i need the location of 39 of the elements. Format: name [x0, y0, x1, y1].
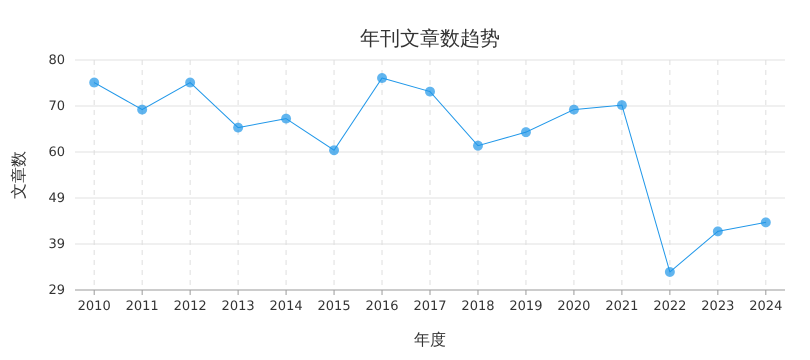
x-tick-label: 2011 [126, 299, 159, 314]
point [568, 104, 579, 115]
x-tick-label: 2012 [174, 299, 207, 314]
point [760, 217, 771, 228]
y-tick-label: 60 [48, 145, 65, 160]
point [377, 73, 388, 84]
x-tick-label: 2018 [461, 299, 495, 314]
chart-title: 年刊文章数趋势 [360, 26, 500, 50]
y-tick-label: 70 [48, 99, 65, 114]
x-tick-label: 2022 [653, 299, 686, 314]
point [329, 145, 340, 156]
point [89, 78, 100, 88]
y-tick-label: 29 [48, 283, 65, 298]
x-axis-title: 年度 [414, 330, 446, 349]
x-tick-label: 2020 [557, 299, 590, 314]
x-tick-label: 2014 [270, 299, 303, 314]
x-tick-label: 2016 [365, 299, 399, 314]
point [185, 78, 196, 88]
y-axis-title: 文章数 [9, 151, 28, 199]
x-tick-label: 2023 [701, 299, 734, 314]
point [425, 86, 435, 97]
x-tick-label: 2019 [509, 299, 542, 314]
x-tick-label: 2021 [605, 299, 638, 314]
point [712, 226, 723, 236]
x-tick-label: 2017 [413, 299, 447, 314]
y-tick-label: 39 [48, 237, 65, 252]
point [664, 266, 675, 277]
point [520, 127, 531, 138]
x-tick-label: 2024 [749, 299, 782, 314]
y-tick-label: 80 [48, 53, 65, 68]
x-tick-label: 2015 [318, 299, 351, 314]
x-tick-label: 2010 [78, 299, 111, 314]
point [616, 100, 627, 110]
point [137, 104, 148, 115]
point [472, 140, 483, 151]
x-tick-label: 2013 [222, 299, 255, 314]
point [281, 114, 292, 124]
point [233, 122, 244, 133]
y-tick-label: 49 [48, 191, 65, 206]
